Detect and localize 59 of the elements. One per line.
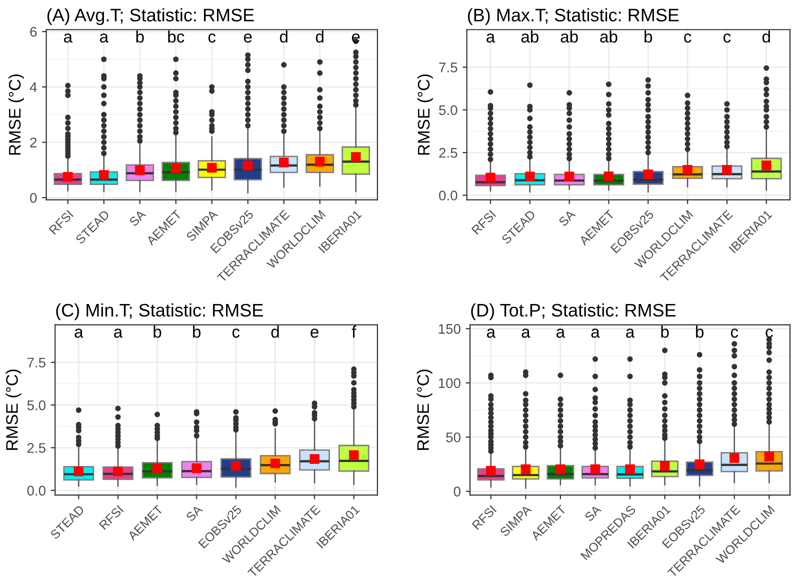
y-tick-label: 5.0 [439,105,458,116]
annotation: c [766,328,773,338]
y-tick-label: 50 [446,432,460,442]
annotation: c [730,328,738,338]
annotation: c [208,33,216,43]
annotation: a [591,328,600,338]
x-tick-label: SA [558,209,576,227]
y-tick-label: 0.0 [27,486,46,496]
y-tick-label: 0 [30,192,37,203]
annotation: a [626,328,635,338]
y-tick-label: 5.0 [27,400,46,410]
annotation: b [193,326,201,338]
chart-title: (A) Avg.T; Statistic: RMSE [47,8,254,26]
annotation: f [352,326,356,338]
annotation: b [661,326,669,338]
y-tick-label: 4 [30,82,37,92]
annotation: bc [168,30,184,43]
annotation: b [154,326,162,338]
annotation: c [232,328,240,338]
annotation: a [486,328,496,338]
annotation: ab [521,30,538,43]
chart-title: (C) Min.T; Statistic: RMSE [56,303,263,320]
annotation: e [244,33,252,43]
annotation: a [556,328,566,338]
annotation: a [522,328,530,338]
chart-title: (B) Max.T; Statistic: RMSE [468,8,679,26]
annotation: a [74,328,84,338]
annotation: d [762,30,770,43]
y-axis-title: RMSE (°C) [416,370,432,450]
annotation: d [271,326,279,338]
y-tick-label: 6 [30,26,37,37]
y-tick-label: 7.5 [439,62,458,72]
chart-title: (D) Tot.P; Statistic: RMSE [471,303,676,320]
y-axis-title: RMSE (°C) [417,74,433,155]
y-tick-label: 7.5 [27,358,46,368]
annotation: d [280,30,288,43]
annotation: d [316,30,324,43]
annotation: ab [560,30,578,43]
y-tick-label: 2.5 [439,148,458,158]
y-tick-label: 100 [438,378,460,388]
y-tick-label: 0.0 [439,190,458,200]
annotation: a [100,33,109,43]
annotation: a [64,33,73,43]
y-axis-title: RMSE (°C) [6,370,22,450]
y-tick-label: 0 [454,486,460,496]
y-tick-label: 2 [30,138,37,148]
annotation: b [644,30,652,43]
annotation: a [486,33,496,43]
y-tick-label: 2.5 [27,443,46,453]
annotation: c [684,33,692,43]
annotation: e [310,328,318,338]
annotation: c [724,33,731,43]
x-tick-label: SA [128,209,146,227]
annotation: a [114,328,123,338]
y-axis-title: RMSE (°C) [8,74,24,155]
annotation: ab [600,30,618,43]
y-tick-label: 150 [438,324,460,334]
annotation: b [696,326,704,338]
annotation: b [136,30,144,43]
